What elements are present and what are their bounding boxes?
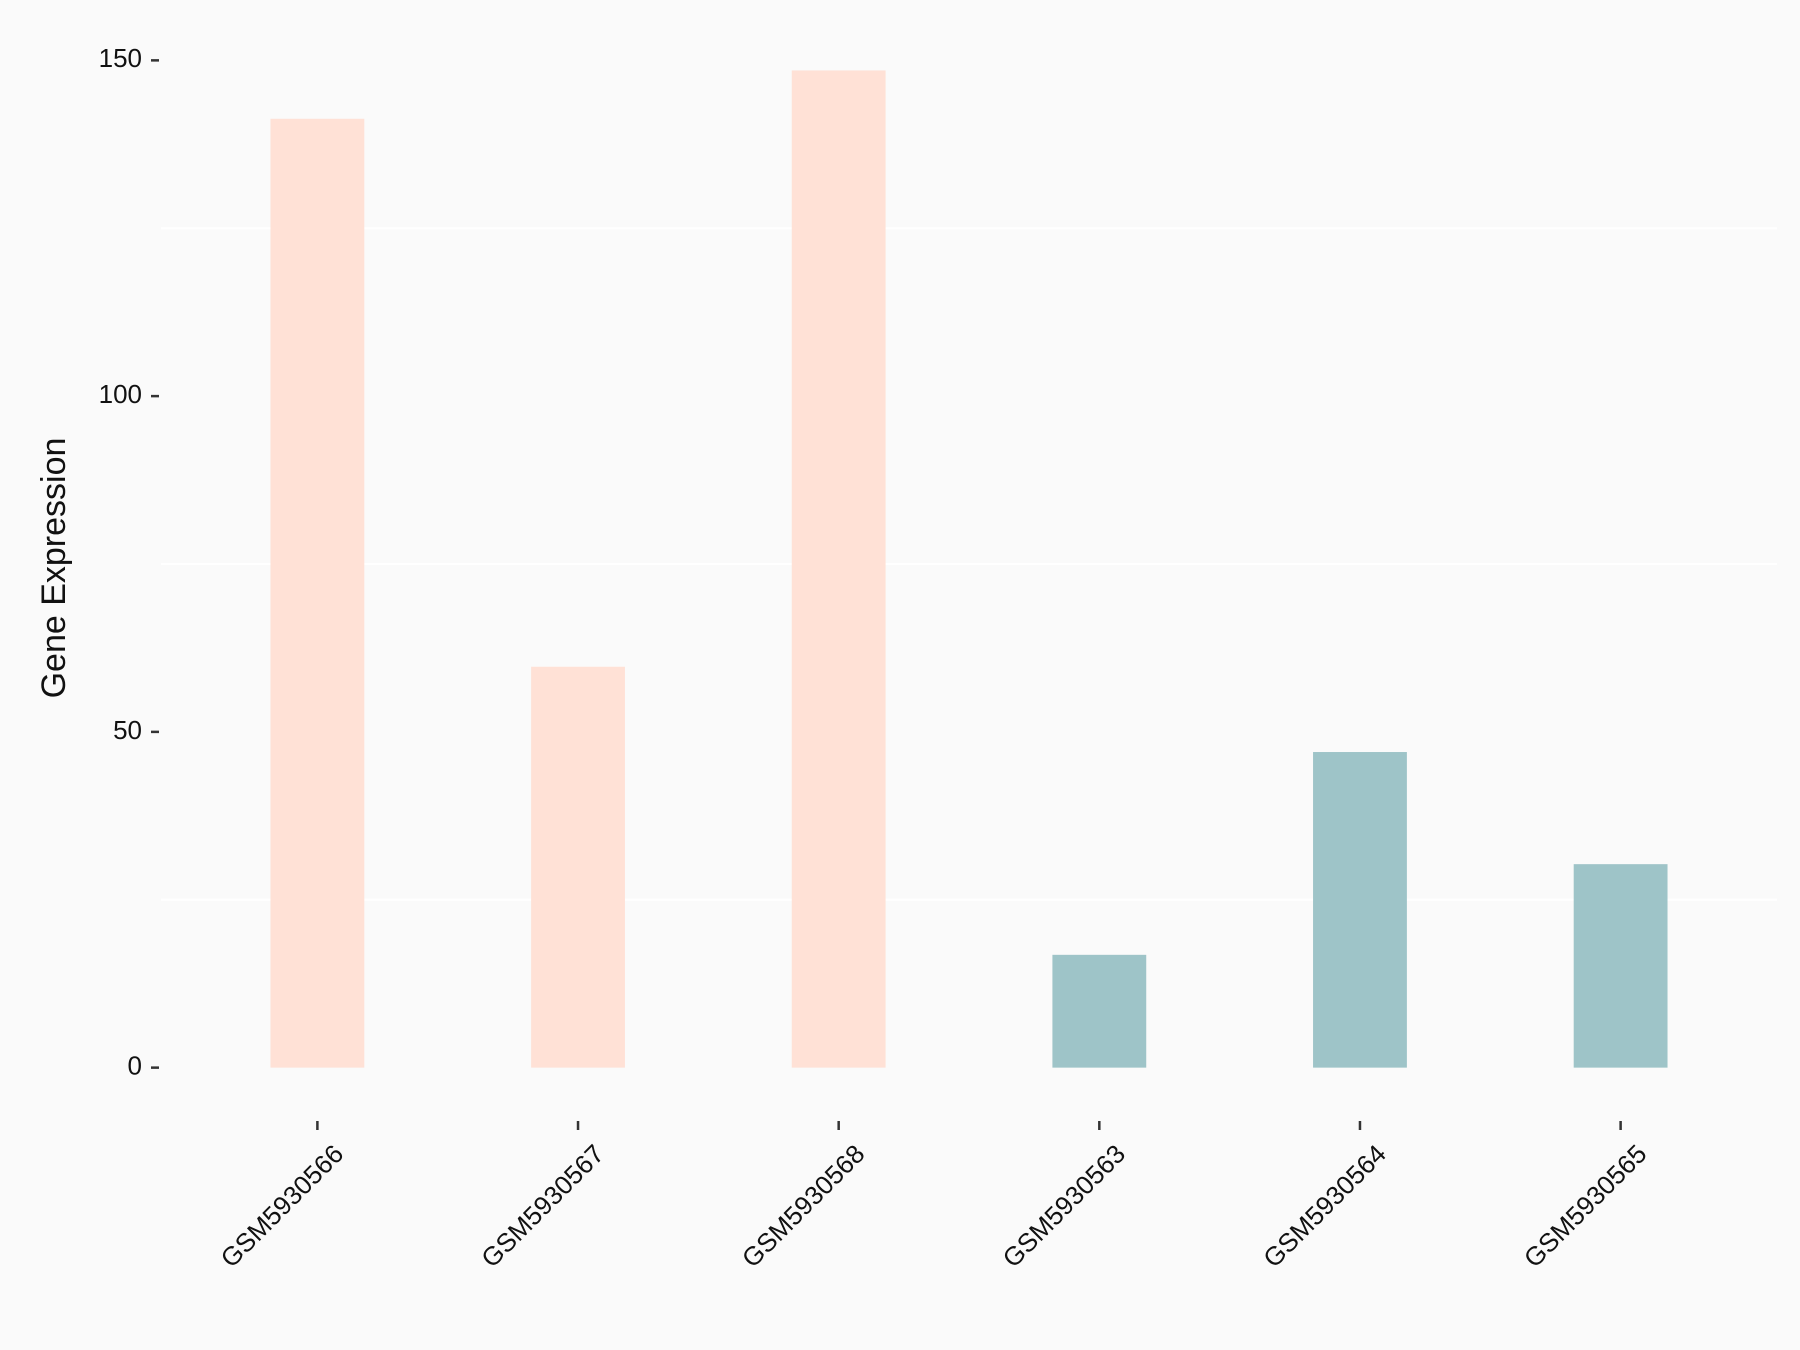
y-tick-label: 150: [99, 43, 142, 73]
y-tick-label: 50: [113, 715, 142, 745]
bar: [1573, 864, 1668, 1068]
bar: [1313, 752, 1407, 1068]
y-tick-label: 0: [128, 1051, 142, 1081]
y-axis-title: Gene Expression: [35, 438, 73, 699]
bar: [791, 70, 886, 1068]
bar: [531, 666, 625, 1068]
y-tick-label: 100: [99, 379, 142, 409]
bar: [1052, 954, 1147, 1068]
bar: [270, 118, 365, 1068]
